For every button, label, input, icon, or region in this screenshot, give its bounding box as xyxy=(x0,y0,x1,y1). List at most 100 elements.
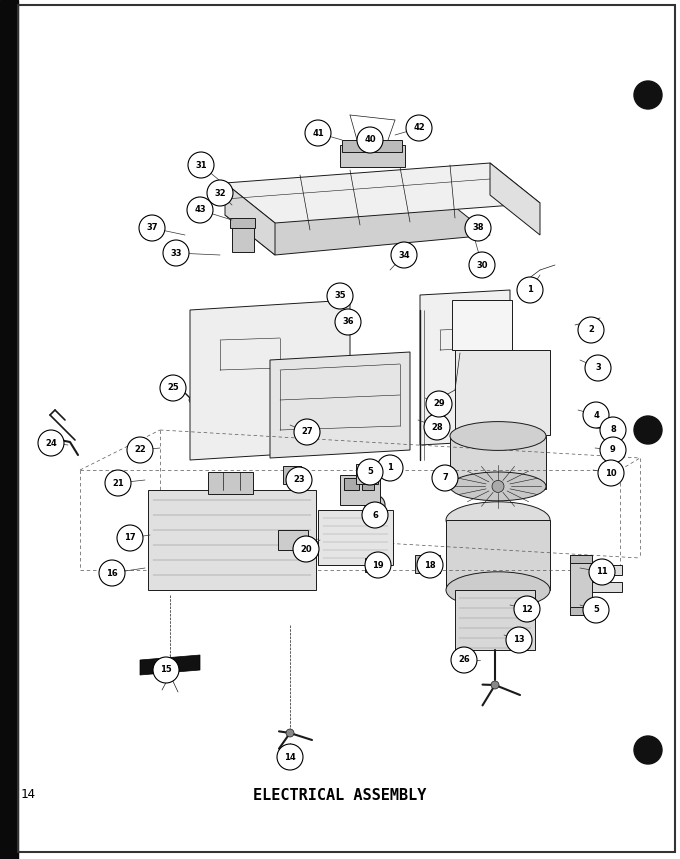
Text: 33: 33 xyxy=(170,248,182,258)
Polygon shape xyxy=(140,655,200,675)
Circle shape xyxy=(634,416,662,444)
Text: 12: 12 xyxy=(521,605,533,613)
Circle shape xyxy=(589,559,615,585)
Circle shape xyxy=(286,729,294,737)
Bar xyxy=(318,510,393,565)
Polygon shape xyxy=(148,490,316,590)
Text: 5: 5 xyxy=(367,467,373,477)
Circle shape xyxy=(187,197,213,223)
Bar xyxy=(344,478,359,490)
Circle shape xyxy=(286,467,312,493)
Text: 6: 6 xyxy=(372,510,378,520)
Circle shape xyxy=(335,309,361,335)
Text: 28: 28 xyxy=(431,423,443,431)
Circle shape xyxy=(327,283,353,309)
Bar xyxy=(340,475,380,505)
Bar xyxy=(446,520,550,590)
Circle shape xyxy=(189,397,195,403)
Bar xyxy=(415,555,440,573)
Text: ELECTRICAL ASSEMBLY: ELECTRICAL ASSEMBLY xyxy=(254,788,426,802)
Bar xyxy=(455,350,550,435)
Circle shape xyxy=(362,502,388,528)
Circle shape xyxy=(357,127,383,153)
Text: 13: 13 xyxy=(513,636,525,644)
Circle shape xyxy=(469,252,495,278)
Circle shape xyxy=(160,375,186,401)
Ellipse shape xyxy=(450,422,546,450)
Bar xyxy=(570,607,592,615)
Circle shape xyxy=(277,744,303,770)
Bar xyxy=(208,472,253,494)
Text: 15: 15 xyxy=(160,666,172,674)
Text: 40: 40 xyxy=(364,136,376,144)
Bar xyxy=(0,0,18,859)
Bar xyxy=(570,555,592,615)
Text: 23: 23 xyxy=(293,476,305,484)
Circle shape xyxy=(365,552,391,578)
Circle shape xyxy=(127,437,153,463)
Circle shape xyxy=(105,470,131,496)
Text: 3: 3 xyxy=(595,363,601,373)
Ellipse shape xyxy=(446,502,550,539)
Circle shape xyxy=(188,152,214,178)
Circle shape xyxy=(139,215,165,241)
Text: 30: 30 xyxy=(476,260,488,270)
Circle shape xyxy=(578,317,604,343)
Circle shape xyxy=(585,355,611,381)
Circle shape xyxy=(391,242,417,268)
Text: 8: 8 xyxy=(610,425,616,435)
Text: 1: 1 xyxy=(387,464,393,472)
Circle shape xyxy=(492,480,504,492)
Bar xyxy=(455,590,535,650)
Polygon shape xyxy=(225,183,275,255)
Circle shape xyxy=(514,596,540,622)
Circle shape xyxy=(600,437,626,463)
Ellipse shape xyxy=(446,572,550,608)
Bar xyxy=(232,220,254,252)
Circle shape xyxy=(357,459,383,485)
Circle shape xyxy=(583,402,609,428)
Circle shape xyxy=(38,430,64,456)
Circle shape xyxy=(451,647,477,673)
Bar xyxy=(342,140,370,152)
Circle shape xyxy=(491,681,499,689)
Circle shape xyxy=(465,215,491,241)
Text: 36: 36 xyxy=(342,318,354,326)
Bar xyxy=(452,300,512,350)
Text: 26: 26 xyxy=(458,655,470,665)
Bar xyxy=(356,464,378,484)
Circle shape xyxy=(424,414,450,440)
Text: 1: 1 xyxy=(527,285,533,295)
Text: 4: 4 xyxy=(593,411,599,419)
Text: 5: 5 xyxy=(593,606,599,614)
Text: 19: 19 xyxy=(372,561,384,570)
Text: 32: 32 xyxy=(214,188,226,198)
Text: 25: 25 xyxy=(167,383,179,393)
Circle shape xyxy=(377,455,403,481)
Text: 38: 38 xyxy=(472,223,483,233)
Circle shape xyxy=(406,115,432,141)
Ellipse shape xyxy=(450,472,546,501)
Text: 24: 24 xyxy=(45,438,57,448)
Text: 34: 34 xyxy=(398,251,410,259)
Text: 18: 18 xyxy=(424,561,436,570)
Polygon shape xyxy=(490,163,540,235)
Text: 43: 43 xyxy=(194,205,206,215)
Circle shape xyxy=(634,81,662,109)
Text: 21: 21 xyxy=(112,478,124,488)
Polygon shape xyxy=(190,300,350,460)
Circle shape xyxy=(365,495,385,515)
Text: 16: 16 xyxy=(106,569,118,577)
Circle shape xyxy=(426,391,452,417)
Text: 11: 11 xyxy=(596,568,608,576)
Circle shape xyxy=(432,465,458,491)
Text: 37: 37 xyxy=(146,223,158,233)
Text: 7: 7 xyxy=(442,473,448,483)
Text: 9: 9 xyxy=(610,446,616,454)
Polygon shape xyxy=(225,195,490,255)
Text: 41: 41 xyxy=(312,129,324,137)
Bar xyxy=(365,558,383,572)
Bar xyxy=(283,466,301,484)
Circle shape xyxy=(517,277,543,303)
Circle shape xyxy=(293,536,319,562)
